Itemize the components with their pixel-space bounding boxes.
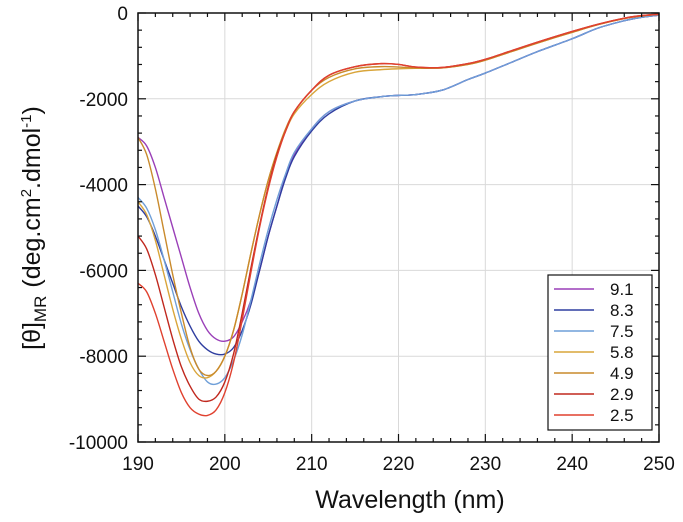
y-tick-label: -8000 xyxy=(79,347,128,368)
x-axis-title: Wavelength (nm) xyxy=(315,486,504,514)
y-tick-label: 0 xyxy=(117,4,128,25)
y-axis-units-sup1: 2 xyxy=(18,189,35,197)
y-axis-units-mid: .dmol xyxy=(18,128,46,189)
series-line-2.5 xyxy=(137,13,660,417)
y-axis-units-sup2: -1 xyxy=(18,114,35,127)
x-tick-label: 210 xyxy=(296,454,328,475)
legend-label-2.5: 2.5 xyxy=(610,406,634,425)
y-tick-label: -10000 xyxy=(69,433,128,454)
y-axis-symbol: [θ] xyxy=(18,322,46,350)
legend-label-5.8: 5.8 xyxy=(610,343,634,362)
y-axis-units-close: ) xyxy=(18,106,46,114)
y-axis-units-open: (deg.cm xyxy=(18,197,46,287)
y-axis-subscript: MR xyxy=(31,296,50,322)
x-tick-label: 240 xyxy=(556,454,588,475)
x-tick-label: 230 xyxy=(469,454,501,475)
legend-label-4.9: 4.9 xyxy=(610,364,634,383)
tick-labels: 190 200 210 220 230 240 250 0 -2000 -4000 -6000 -80… xyxy=(69,4,675,475)
x-tick-label: 220 xyxy=(383,454,415,475)
x-tick-label: 250 xyxy=(643,454,675,475)
series-group xyxy=(137,13,660,417)
legend-label-9.1: 9.1 xyxy=(610,280,634,299)
y-tick-label: -6000 xyxy=(79,261,128,282)
legend-label-7.5: 7.5 xyxy=(610,322,634,341)
legend-label-2.9: 2.9 xyxy=(610,385,634,404)
legend: 9.1 8.3 7.5 5.8 4.9 2.9 2.5 xyxy=(547,274,653,431)
x-tick-label: 200 xyxy=(209,454,241,475)
series-line-7.5 xyxy=(137,14,660,386)
x-tick-label: 190 xyxy=(122,454,154,475)
series-line-4.9 xyxy=(137,13,660,377)
y-tick-label: -4000 xyxy=(79,176,128,197)
y-axis-title: [θ]MR (deg.cm2.dmol-1) xyxy=(18,106,50,350)
legend-label-8.3: 8.3 xyxy=(610,301,634,320)
axis-ticks xyxy=(137,12,660,443)
y-tick-label: -2000 xyxy=(79,90,128,111)
